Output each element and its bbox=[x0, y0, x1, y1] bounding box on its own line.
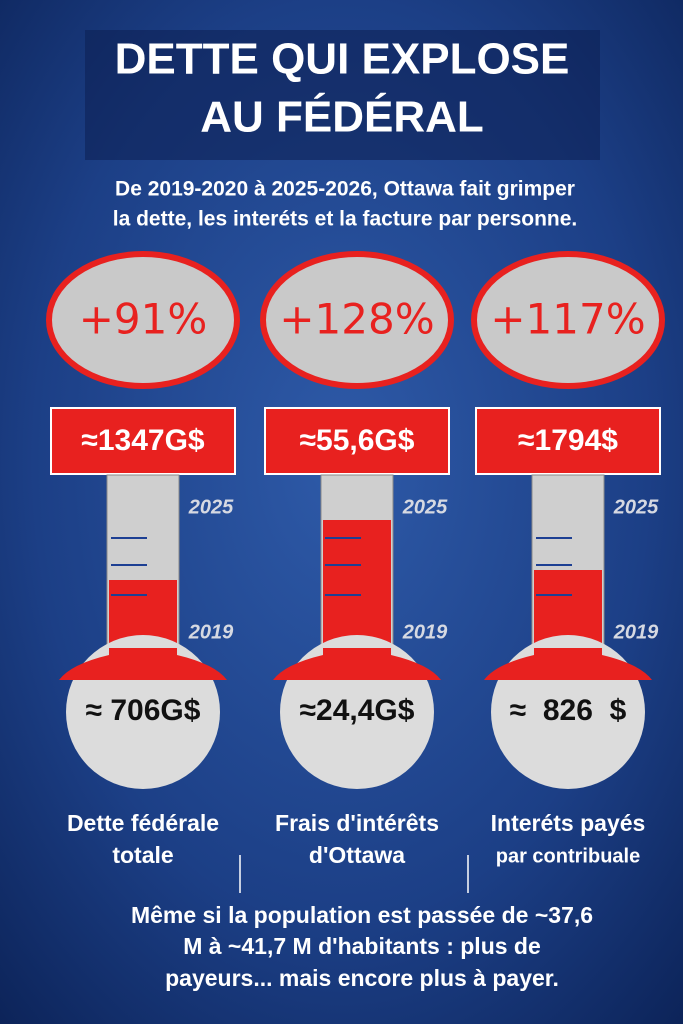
footer: payeurs... mais encore plus à payer. bbox=[165, 965, 559, 991]
label: Frais d'intérêts bbox=[275, 810, 439, 836]
title: AU FÉDÉRAL bbox=[200, 92, 484, 142]
year-bottom: 2019 bbox=[613, 621, 659, 643]
title: DETTE QUI EXPLOSE bbox=[115, 35, 570, 84]
subtitle: la dette, les interéts et la facture par… bbox=[113, 208, 578, 231]
change-bubble bbox=[46, 251, 240, 389]
value-box bbox=[50, 407, 236, 475]
label: Dette fédérale bbox=[67, 810, 219, 836]
value-2025: ≈1794$ bbox=[518, 424, 618, 457]
change-bubble bbox=[471, 251, 665, 389]
value-2019: ≈ 826 $ bbox=[510, 694, 627, 727]
subtitle: De 2019-2020 à 2025-2026, Ottawa fait gr… bbox=[115, 178, 575, 201]
year-bottom: 2019 bbox=[402, 621, 448, 643]
change-text: +117% bbox=[490, 295, 645, 344]
bulb-fill bbox=[273, 648, 441, 680]
footer: M à ~41,7 M d'habitants : plus de bbox=[183, 933, 541, 959]
value-box bbox=[475, 407, 661, 475]
change-text: +91% bbox=[79, 295, 208, 344]
year-top: 2025 bbox=[613, 496, 659, 518]
year-top: 2025 bbox=[402, 496, 448, 518]
footer: Même si la population est passée de ~37,… bbox=[131, 902, 593, 928]
change-text: +128% bbox=[279, 295, 434, 344]
value-box bbox=[264, 407, 450, 475]
value-2025: ≈55,6G$ bbox=[300, 424, 415, 457]
label: par contribuale bbox=[496, 845, 640, 867]
value-2019: ≈ 706G$ bbox=[86, 694, 201, 727]
bulb-fill bbox=[59, 648, 227, 680]
label: d'Ottawa bbox=[309, 842, 405, 868]
year-bottom: 2019 bbox=[188, 621, 234, 643]
value-2019: ≈24,4G$ bbox=[300, 694, 415, 727]
label: totale bbox=[112, 842, 173, 868]
value-2025: ≈1347G$ bbox=[81, 424, 205, 457]
bulb-fill bbox=[484, 648, 652, 680]
year-top: 2025 bbox=[188, 496, 234, 518]
title-box bbox=[85, 30, 600, 160]
label: Interéts payés bbox=[491, 810, 646, 836]
change-bubble bbox=[260, 251, 454, 389]
